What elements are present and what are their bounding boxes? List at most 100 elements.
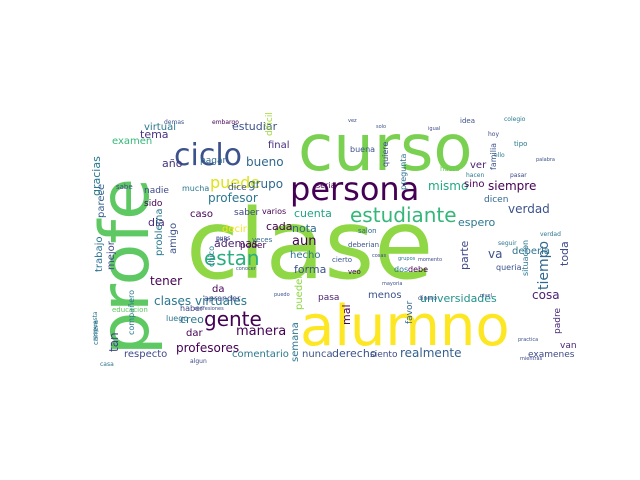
cloud-word: seguir bbox=[498, 240, 517, 247]
cloud-word: puedo bbox=[274, 292, 290, 298]
cloud-word: pasar bbox=[510, 172, 527, 179]
cloud-word: realmente bbox=[400, 346, 462, 360]
cloud-word: menos bbox=[368, 290, 402, 301]
cloud-word: sido bbox=[144, 199, 163, 209]
cloud-word: mucha bbox=[182, 184, 209, 193]
cloud-word: universidades bbox=[420, 292, 497, 305]
cloud-word: aprender bbox=[204, 294, 241, 303]
cloud-word: saber bbox=[234, 208, 259, 218]
cloud-word: favor bbox=[405, 300, 415, 324]
cloud-word: nunca bbox=[302, 349, 333, 360]
cloud-word: mientras bbox=[520, 356, 543, 362]
cloud-word: problema bbox=[154, 208, 165, 256]
cloud-word: deberian bbox=[348, 241, 379, 249]
cloud-word: siento bbox=[370, 350, 398, 360]
cloud-background bbox=[112, 118, 574, 366]
cloud-word: solo bbox=[376, 124, 386, 130]
cloud-word: dicen bbox=[484, 195, 508, 205]
cloud-word: amigo bbox=[168, 223, 179, 254]
cloud-word: varios bbox=[262, 207, 286, 216]
cloud-word: gente bbox=[204, 307, 262, 331]
cloud-word: situacion bbox=[521, 240, 530, 276]
cloud-word: tener bbox=[150, 274, 182, 288]
cloud-word: idea bbox=[460, 117, 475, 125]
cloud-word: clases virtuales bbox=[154, 294, 247, 308]
cloud-word: pasa bbox=[318, 293, 339, 303]
cloud-word: estan bbox=[204, 246, 260, 270]
cloud-word: colegio bbox=[504, 116, 526, 123]
cloud-word: seria bbox=[316, 181, 336, 190]
cloud-word: examenes bbox=[528, 350, 575, 360]
cloud-word: chico bbox=[207, 246, 216, 267]
cloud-word: dificil bbox=[265, 112, 275, 136]
cloud-word: hasta bbox=[440, 165, 459, 173]
cloud-word: quiere bbox=[381, 142, 390, 167]
cloud-word: casa bbox=[100, 361, 114, 368]
cloud-word: cosa bbox=[532, 288, 560, 302]
cloud-word: siempre bbox=[488, 179, 536, 193]
cloud-word: cada bbox=[266, 220, 293, 233]
cloud-word: final bbox=[268, 140, 290, 151]
cloud-word: derecho bbox=[332, 347, 377, 360]
cloud-word: poder bbox=[240, 241, 266, 251]
cloud-word: espero bbox=[458, 216, 496, 229]
cloud-word: familia bbox=[489, 143, 498, 170]
cloud-word: examen bbox=[112, 136, 152, 147]
cloud-word: salon bbox=[358, 227, 377, 235]
cloud-word: manera bbox=[236, 324, 286, 339]
cloud-word: creo bbox=[180, 313, 204, 326]
cloud-word: tipo bbox=[514, 140, 527, 148]
cloud-word: forma bbox=[294, 263, 326, 276]
cloud-word: grupos bbox=[398, 256, 416, 262]
cloud-word: nadie bbox=[144, 186, 169, 196]
cloud-word: da bbox=[212, 284, 224, 295]
cloud-word: verdad bbox=[508, 202, 550, 216]
cloud-word: alumno bbox=[300, 294, 510, 359]
cloud-word: dice bbox=[228, 183, 247, 193]
cloud-word: verdad bbox=[540, 231, 561, 238]
cloud-word: van bbox=[560, 341, 577, 351]
cloud-word: debe bbox=[408, 265, 428, 274]
cloud-word: dos bbox=[394, 265, 408, 274]
cloud-word: dinero bbox=[418, 295, 437, 302]
cloud-word: respecto bbox=[124, 349, 167, 360]
cloud-word: educacion bbox=[112, 306, 148, 314]
cloud-word: veo bbox=[348, 268, 361, 276]
cloud-word: parte bbox=[458, 240, 471, 270]
cloud-word: momento bbox=[418, 257, 442, 263]
cloud-word: tema bbox=[140, 128, 169, 141]
cloud-word: persona bbox=[290, 170, 419, 208]
cloud-word: caso bbox=[190, 209, 213, 220]
cloud-word: carrera bbox=[92, 320, 100, 345]
cloud-word: hacen bbox=[466, 172, 484, 179]
cloud-word: cierto bbox=[332, 256, 352, 264]
cloud-word: nivel bbox=[480, 293, 492, 299]
cloud-word: profe bbox=[86, 178, 165, 355]
cloud-word: año bbox=[162, 157, 183, 170]
cloud-word: semana bbox=[290, 322, 301, 362]
cloud-word: conocer bbox=[236, 266, 257, 272]
cloud-word: demas bbox=[164, 119, 184, 126]
cloud-word: trabajo bbox=[94, 236, 105, 272]
cloud-word: tan bbox=[107, 332, 121, 352]
cloud-word: estudiar bbox=[232, 120, 278, 133]
cloud-word: profesor bbox=[208, 191, 258, 205]
cloud-word: gracias bbox=[90, 156, 103, 196]
cloud-word: haber bbox=[180, 304, 204, 313]
cloud-word: luego bbox=[166, 314, 188, 323]
cloud-word: ciclo bbox=[174, 138, 242, 173]
cloud-word: algun bbox=[190, 358, 207, 365]
cloud-word: queria bbox=[496, 263, 522, 272]
cloud-word: mejor bbox=[106, 240, 117, 270]
cloud-word: decir bbox=[222, 224, 248, 235]
cloud-word: curso bbox=[298, 112, 473, 186]
cloud-word: va bbox=[488, 247, 502, 261]
cloud-word: aun bbox=[292, 234, 316, 249]
cloud-word: buena bbox=[350, 145, 375, 154]
cloud-word: toda bbox=[558, 241, 571, 266]
cloud-word: confesiones bbox=[194, 306, 224, 312]
cloud-word: practica bbox=[518, 337, 538, 343]
cloud-word: cuenta bbox=[294, 207, 332, 220]
cloud-word: pagar bbox=[200, 156, 226, 166]
